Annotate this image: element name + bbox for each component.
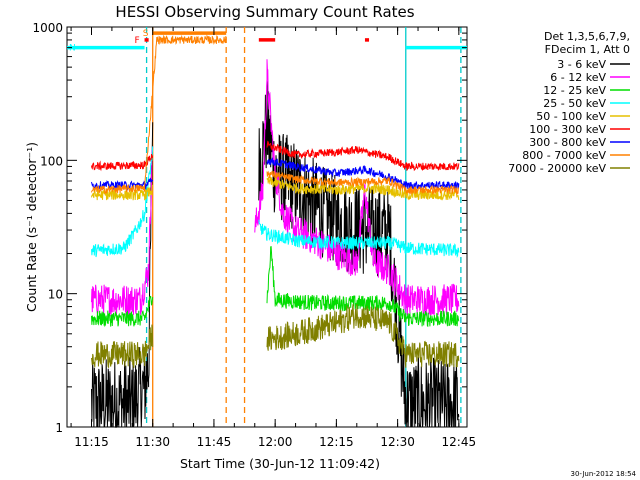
flag-label: S bbox=[143, 29, 149, 39]
x-tick-label: 12:30 bbox=[380, 435, 415, 449]
series-line-8 bbox=[91, 303, 460, 368]
legend-label: 25 - 50 keV bbox=[543, 97, 606, 110]
legend-header-2: FDecim 1, Att 0 bbox=[545, 43, 630, 56]
y-tick-label: 1 bbox=[55, 421, 63, 435]
legend-label: 12 - 25 keV bbox=[543, 84, 606, 97]
legend-label: 300 - 800 keV bbox=[529, 136, 606, 149]
series-line-2 bbox=[91, 246, 460, 328]
x-tick-label: 12:00 bbox=[258, 435, 293, 449]
flag-bars: FS N bbox=[67, 29, 467, 54]
x-tick-label: 12:45 bbox=[442, 435, 477, 449]
legend-label: 3 - 6 keV bbox=[557, 58, 606, 71]
series-line-3 bbox=[91, 146, 460, 258]
series-line-0 bbox=[91, 81, 460, 428]
flag-label: N bbox=[69, 44, 76, 54]
series-layer bbox=[91, 34, 460, 428]
legend-label: 800 - 7000 keV bbox=[522, 149, 606, 162]
x-axis-label: Start Time (30-Jun-12 11:09:42) bbox=[180, 456, 380, 471]
x-axis: 11:15 11:30 11:45 12:00 12:15 12:30 12:45 bbox=[70, 27, 477, 449]
plot-area bbox=[66, 26, 468, 428]
legend-label: 50 - 100 keV bbox=[536, 110, 606, 123]
x-tick-label: 11:15 bbox=[74, 435, 109, 449]
legend-label: 6 - 12 keV bbox=[550, 71, 606, 84]
legend: Det 1,3,5,6,7,9, FDecim 1, Att 0 3 - 6 k… bbox=[508, 30, 630, 175]
legend-header-1: Det 1,3,5,6,7,9, bbox=[544, 30, 630, 43]
legend-label: 100 - 300 keV bbox=[529, 123, 606, 136]
y-tick-label: 100 bbox=[40, 154, 63, 168]
y-axis-label: Count Rate (s⁻¹ detector⁻¹) bbox=[24, 142, 39, 312]
series-line-7 bbox=[91, 34, 460, 196]
y-tick-label: 1000 bbox=[32, 21, 63, 35]
x-tick-label: 11:30 bbox=[135, 435, 170, 449]
legend-label: 7000 - 20000 keV bbox=[508, 162, 606, 175]
flag-label: F bbox=[135, 36, 140, 46]
y-tick-label: 10 bbox=[48, 288, 63, 302]
timestamp: 30-Jun-2012 18:54 bbox=[571, 470, 637, 478]
y-axis: 1 10 100 1000 bbox=[32, 21, 467, 435]
chart-title: HESSI Observing Summary Count Rates bbox=[115, 3, 414, 21]
x-tick-label: 11:45 bbox=[197, 435, 232, 449]
series-line-5 bbox=[91, 140, 460, 172]
x-tick-label: 12:15 bbox=[319, 435, 354, 449]
